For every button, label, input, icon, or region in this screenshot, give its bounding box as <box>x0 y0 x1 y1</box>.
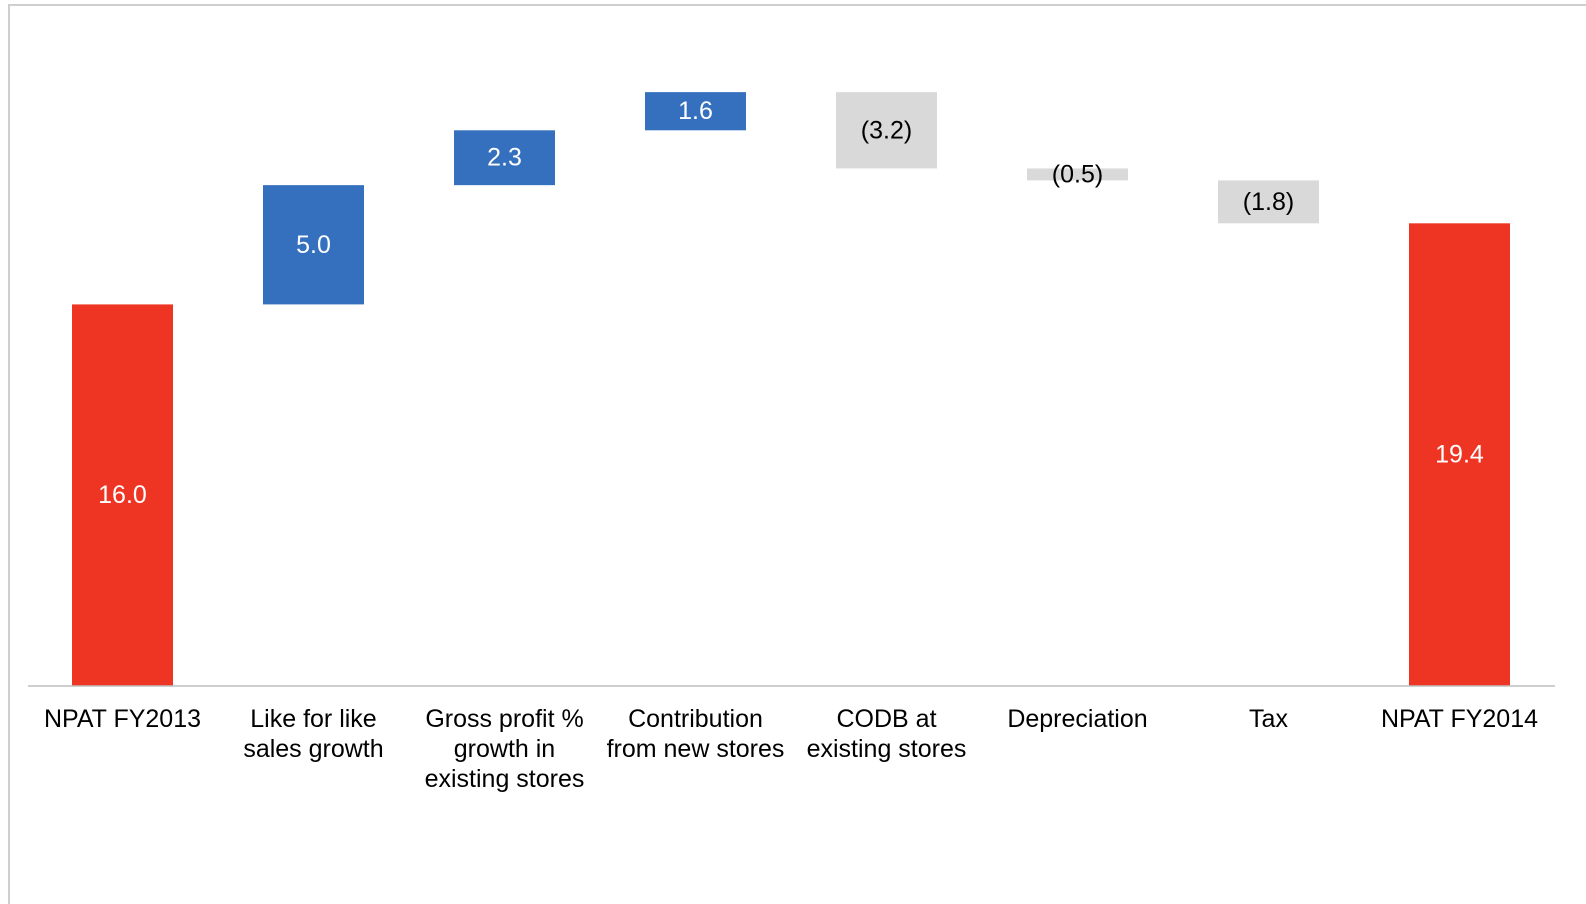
category-label-line: NPAT FY2013 <box>44 705 201 733</box>
category-label-line: NPAT FY2014 <box>1381 705 1538 733</box>
value-label-1: 16.0 <box>98 481 147 509</box>
category-label-line: from new stores <box>607 735 785 763</box>
value-label-2: 5.0 <box>296 231 331 259</box>
value-label-6: (0.5) <box>1052 160 1103 188</box>
waterfall-chart: 16.0 5.0 2.3 1.6 (3.2) (0.5) (1.8) 19.4 NPAT FY… <box>28 92 1555 793</box>
value-label-7: (1.8) <box>1243 188 1294 216</box>
category-label-line: Depreciation <box>1007 705 1147 733</box>
bar-3 <box>454 130 555 186</box>
bar-1 <box>72 304 173 686</box>
category-label-5: CODB at existing stores <box>807 705 967 763</box>
category-label-line: existing stores <box>425 765 585 793</box>
category-label-1: NPAT FY2013 <box>44 705 201 733</box>
category-label-line: existing stores <box>807 735 967 763</box>
bar-7 <box>1218 180 1319 224</box>
category-label-8: NPAT FY2014 <box>1381 705 1538 733</box>
bar-2 <box>263 185 364 305</box>
category-label-line: Like for like <box>250 705 376 733</box>
category-label-line: CODB at <box>836 705 936 733</box>
category-label-line: Gross profit % <box>425 705 583 733</box>
category-label-line: sales growth <box>243 735 383 763</box>
value-label-4: 1.6 <box>678 97 713 125</box>
category-label-line: Contribution <box>628 705 763 733</box>
bar-5 <box>836 92 937 169</box>
bar-6 <box>1027 168 1128 181</box>
category-label-6: Depreciation <box>1007 705 1147 733</box>
category-label-4: Contribution from new stores <box>607 705 785 763</box>
chart-frame <box>8 4 1586 904</box>
category-label-7: Tax <box>1249 705 1288 733</box>
bar-8 <box>1409 223 1510 686</box>
value-label-5: (3.2) <box>861 116 912 144</box>
category-label-2: Like for like sales growth <box>243 705 383 763</box>
category-label-line: growth in <box>454 735 555 763</box>
value-label-3: 2.3 <box>487 144 522 172</box>
category-label-3: Gross profit % growth in existing stores <box>425 705 585 793</box>
category-label-line: Tax <box>1249 705 1288 733</box>
bar-4 <box>645 92 746 131</box>
category-labels-layer: NPAT FY2013 Like for like sales growth Gros… <box>44 705 1538 793</box>
bars-layer: 16.0 5.0 2.3 1.6 (3.2) (0.5) (1.8) 19.4 <box>72 92 1510 686</box>
value-label-8: 19.4 <box>1435 441 1484 469</box>
